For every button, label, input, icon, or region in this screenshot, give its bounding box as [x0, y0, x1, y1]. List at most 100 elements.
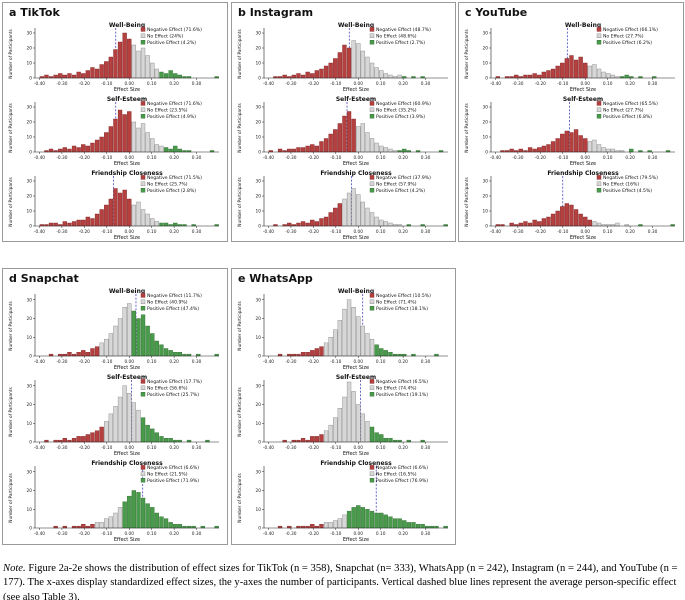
histogram-tiktok-well-being: Well-Being -0.40 -0.30 -0.20 -0.10 0.00 0.10 0.…: [8, 22, 219, 93]
svg-text:10: 10: [27, 507, 33, 513]
legend-label: No Effect (35.2%): [376, 107, 417, 113]
bars: [48, 303, 219, 357]
legend: Negative Effect (37.9%)No Effect (57.9%)…: [369, 175, 431, 194]
histogram-youtube-well-being: Well-Being -0.40 -0.30 -0.20 -0.10 0.00 0.10 0.…: [464, 22, 675, 93]
svg-text:0.00: 0.00: [124, 359, 134, 365]
x-axis-label: Effect Size: [342, 537, 368, 543]
svg-text:0.30: 0.30: [420, 155, 430, 161]
svg-text:20: 20: [255, 316, 261, 322]
bars: [282, 381, 425, 443]
svg-text:0.00: 0.00: [353, 155, 363, 161]
svg-text:0: 0: [485, 150, 488, 156]
legend-label: Positive Effect (47.4%): [147, 306, 199, 312]
legend-swatch: [369, 114, 374, 119]
legend-label: No Effect (40.9%): [147, 299, 188, 305]
legend-swatch: [369, 107, 374, 113]
note-body: Figure 2a-2e shows the distribution of e…: [3, 562, 678, 600]
svg-text:20: 20: [27, 316, 33, 322]
legend-label: No Effect (16%): [603, 181, 639, 187]
legend-label: Positive Effect (25.7%): [147, 392, 199, 398]
svg-text:30: 30: [27, 179, 33, 185]
svg-text:-0.40: -0.40: [490, 155, 501, 161]
legend-swatch: [140, 379, 146, 384]
svg-text:-0.40: -0.40: [262, 359, 273, 365]
svg-text:0: 0: [29, 150, 32, 156]
legend: Negative Effect (6.6%)No Effect (16.5%)P…: [369, 465, 428, 484]
subplot-title: Self-Esteem: [335, 374, 375, 381]
x-axis-label: Effect Size: [114, 451, 140, 457]
svg-text:0: 0: [29, 76, 32, 82]
svg-text:-0.40: -0.40: [262, 155, 273, 161]
histograms-tiktok: Well-Being -0.40 -0.30 -0.20 -0.10 0.00 0.10 0.…: [3, 19, 227, 241]
svg-text:-0.30: -0.30: [56, 229, 67, 235]
legend-label: Positive Effect (3.9%): [376, 114, 425, 120]
legend-label: No Effect (71.4%): [376, 299, 417, 305]
legend-label: Positive Effect (6.2%): [603, 40, 652, 46]
x-axis-label: Effect Size: [114, 87, 140, 93]
legend-label: No Effect (21.5%): [147, 471, 188, 477]
legend: Negative Effect (17.7%)No Effect (56.6%)…: [140, 379, 202, 398]
svg-text:-0.30: -0.30: [512, 81, 523, 87]
legend-label: Negative Effect (6.5%): [376, 379, 428, 385]
svg-text:-0.20: -0.20: [79, 359, 90, 365]
svg-text:-0.20: -0.20: [307, 359, 318, 365]
svg-text:-0.20: -0.20: [79, 155, 90, 161]
svg-text:0: 0: [29, 354, 32, 360]
svg-text:0.00: 0.00: [124, 155, 134, 161]
svg-text:-0.10: -0.10: [330, 81, 341, 87]
svg-text:0.10: 0.10: [147, 359, 157, 365]
panel-snapchat: d Snapchat Well-Being -0.40 -0.30 -0.20 -0.1…: [2, 268, 228, 545]
histogram-instagram-well-being: Well-Being -0.40 -0.30 -0.20 -0.10 0.00 0.10 0.…: [237, 22, 448, 93]
legend-label: No Effect (16.5%): [376, 471, 417, 477]
subplot-title: Well-Being: [337, 288, 373, 295]
legend-label: Negative Effect (17.7%): [147, 379, 202, 385]
panel-label-youtube: c YouTube: [465, 6, 528, 19]
legend-swatch: [369, 478, 374, 483]
legend-swatch: [140, 306, 146, 311]
figure-note: Note. Figure 2a-2e shows the distributio…: [3, 562, 682, 600]
panel-label-tiktok: a TikTok: [9, 6, 60, 19]
svg-text:20: 20: [255, 46, 261, 52]
svg-text:0: 0: [29, 440, 32, 446]
svg-text:10: 10: [255, 335, 261, 341]
legend-swatch: [140, 293, 146, 298]
svg-text:0.10: 0.10: [603, 81, 613, 87]
svg-text:30: 30: [483, 179, 489, 185]
legend-label: No Effect (27.7%): [603, 107, 644, 113]
histogram-whatsapp-friendship-closeness: Friendship Closeness -0.40 -0.30 -0.20 -0.10…: [237, 460, 448, 543]
svg-text:-0.40: -0.40: [34, 531, 45, 537]
svg-text:0.30: 0.30: [192, 81, 202, 87]
svg-text:10: 10: [483, 135, 489, 141]
svg-text:20: 20: [483, 46, 489, 52]
histograms-snapchat: Well-Being -0.40 -0.30 -0.20 -0.10 0.00 0.10 0.…: [3, 285, 227, 543]
svg-text:0.30: 0.30: [648, 155, 658, 161]
svg-text:0.20: 0.20: [625, 229, 635, 235]
legend-label: Negative Effect (71.6%): [147, 27, 202, 33]
legend-swatch: [140, 40, 146, 45]
svg-text:0.00: 0.00: [124, 531, 134, 537]
svg-text:-0.20: -0.20: [307, 445, 318, 451]
legend-swatch: [596, 175, 602, 180]
svg-text:0.30: 0.30: [648, 81, 658, 87]
legend: Negative Effect (79.5%)No Effect (16%)Po…: [596, 175, 658, 194]
svg-text:0.30: 0.30: [192, 155, 202, 161]
svg-text:0.20: 0.20: [398, 81, 408, 87]
legend-swatch: [369, 175, 374, 180]
y-axis-label: Number of Participants: [237, 473, 243, 523]
histogram-snapchat-friendship-closeness: Friendship Closeness -0.40 -0.30 -0.20 -0.10…: [8, 460, 219, 543]
svg-text:0.30: 0.30: [420, 81, 430, 87]
svg-text:0.10: 0.10: [375, 81, 385, 87]
svg-text:-0.30: -0.30: [512, 229, 523, 235]
svg-text:0.00: 0.00: [124, 229, 134, 235]
legend: Negative Effect (60.9%)No Effect (35.2%)…: [369, 101, 431, 120]
legend-swatch: [369, 33, 374, 39]
panel-youtube: c YouTube Well-Being -0.40 -0.30 -0.20 -0.10…: [458, 2, 684, 242]
legend-swatch: [369, 293, 374, 298]
bars: [39, 188, 219, 227]
histogram-instagram-self-esteem: Self-Esteem -0.40 -0.30 -0.20 -0.10 0.00 0.10 0…: [237, 96, 448, 167]
svg-text:0: 0: [258, 150, 261, 156]
svg-text:10: 10: [255, 209, 261, 215]
legend-swatch: [369, 299, 374, 305]
svg-text:0.00: 0.00: [353, 531, 363, 537]
